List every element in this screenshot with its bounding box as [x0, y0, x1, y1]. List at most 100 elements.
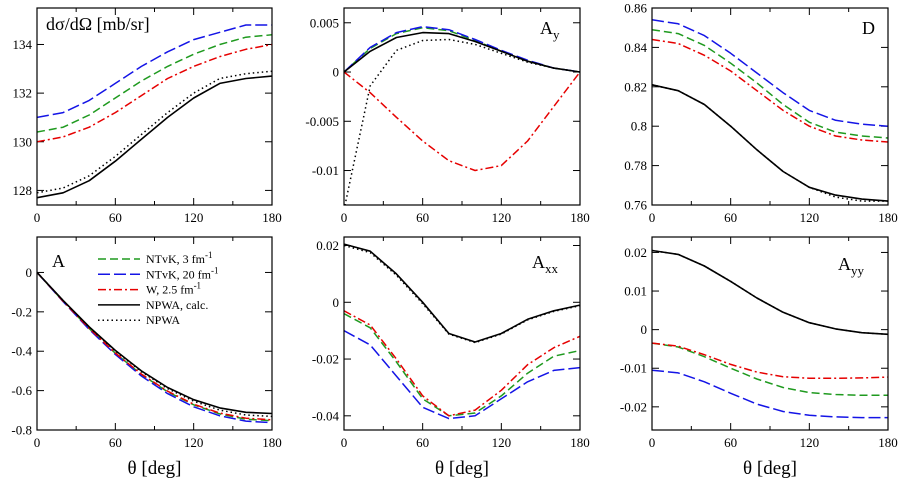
- panel-3: 0 60 120 180 0.76 0.78 0.8 0.82 0.84 0.86 D: [624, 1, 898, 226]
- series-line-NTvK20: [344, 330, 580, 420]
- x-tick-label: 0: [341, 435, 348, 450]
- series-line-W: [37, 43, 272, 143]
- panel-4: 0 60 120 180 -0.8 -0.6 -0.4 -0.2 0 Aθ [deg]: [11, 236, 282, 479]
- y-tick-label: 0: [333, 295, 340, 310]
- x-tick-label: 120: [800, 210, 820, 225]
- series-line-NTvK20: [652, 369, 888, 419]
- series-group: [344, 25, 580, 205]
- series-group: [652, 19, 888, 202]
- x-tick-label: 120: [492, 435, 512, 450]
- panel-title-main: dσ/dΩ [mb/sr]: [46, 14, 150, 34]
- series-line-W: [344, 310, 580, 417]
- series-line-calc: [37, 75, 272, 199]
- series-line-NTvK3: [37, 34, 272, 133]
- series-line-calc: [652, 84, 888, 202]
- x-axis-label: θ [deg]: [743, 458, 797, 479]
- series-line-W: [652, 342, 888, 380]
- y-tick-label: 134: [13, 37, 33, 52]
- x-axis-label: θ [deg]: [128, 458, 182, 479]
- x-tick-label: 60: [724, 210, 737, 225]
- x-tick-label: 60: [416, 210, 429, 225]
- x-tick-label: 120: [800, 435, 820, 450]
- panel-title-subscript: yy: [851, 263, 865, 278]
- y-tick-label: -0.4: [11, 344, 32, 359]
- series-line-NTvK3: [652, 342, 888, 397]
- legend-label: NTvK, 20 fm-1: [146, 265, 219, 281]
- y-tick-label: 0.82: [624, 79, 647, 94]
- y-tick-label: -0.02: [312, 352, 339, 367]
- x-tick-label: 180: [878, 435, 898, 450]
- series-line-W: [652, 38, 888, 143]
- y-tick-label: -0.01: [312, 163, 339, 178]
- panel-5: 0 60 120 180 -0.04 -0.02 0 0.02 Axx θ [deg]: [312, 236, 590, 479]
- series-group: [37, 271, 272, 424]
- plot-frame: [651, 236, 889, 431]
- panel-title-subscript: y: [553, 27, 560, 42]
- panel-title-main: A: [838, 254, 851, 274]
- legend-label-text: NPWA, calc.: [146, 298, 208, 312]
- y-tick-label: -0.2: [11, 304, 32, 319]
- x-tick-label: 120: [184, 210, 204, 225]
- panel-title: Axx: [532, 252, 559, 276]
- panel-title-subscript: xx: [545, 261, 559, 276]
- series-line-NTvK3: [652, 28, 888, 139]
- y-tick-label: 132: [13, 86, 33, 101]
- legend-label: W, 2.5 fm-1: [146, 281, 201, 297]
- x-tick-label: 0: [649, 435, 656, 450]
- panel-title: Ay: [540, 18, 560, 42]
- series-line-NPWA: [652, 84, 888, 202]
- legend-label-text: NTvK, 20 fm: [146, 267, 212, 281]
- y-tick-label: 0: [641, 322, 648, 337]
- y-tick-label: 0.02: [624, 245, 647, 260]
- y-tick-label: -0.6: [11, 383, 32, 398]
- series-line-NPWA: [344, 244, 580, 344]
- y-tick-label: 128: [13, 183, 33, 198]
- panel-title-main: A: [532, 252, 545, 272]
- y-tick-label: 0.84: [624, 40, 647, 55]
- series-line-NTvK20: [652, 19, 888, 127]
- y-tick-label: 0: [26, 265, 33, 280]
- y-tick-label: -0.01: [620, 361, 647, 376]
- y-tick-label: 0.78: [624, 158, 647, 173]
- series-group: [652, 249, 888, 419]
- legend-label: NPWA: [146, 313, 180, 327]
- legend-label-text: NTvK, 3 fm: [146, 252, 206, 266]
- x-tick-label: 0: [34, 210, 41, 225]
- x-tick-label: 180: [570, 210, 590, 225]
- x-tick-label: 180: [570, 435, 590, 450]
- plot-frame: [343, 7, 581, 206]
- x-tick-label: 60: [109, 210, 122, 225]
- panel-title: Ayy: [838, 254, 865, 278]
- x-tick-label: 120: [184, 435, 204, 450]
- x-axis-label: θ [deg]: [435, 458, 489, 479]
- y-tick-label: 0: [333, 65, 340, 80]
- x-tick-label: 180: [262, 210, 282, 225]
- panel-title: D: [862, 18, 875, 38]
- series-line-NTvK20: [37, 24, 272, 119]
- y-tick-label: 0.005: [310, 15, 339, 30]
- series-line-W: [344, 71, 580, 172]
- panel-1: 0 60 120 180 128 130 132 134 dσ/dΩ [mb/sr]: [13, 7, 282, 225]
- series-group: [344, 243, 580, 420]
- legend-label-superscript: -1: [211, 265, 219, 275]
- plot-frame: [343, 236, 581, 431]
- x-tick-label: 60: [724, 435, 737, 450]
- series-line-NPWA: [344, 38, 580, 205]
- x-tick-label: 60: [109, 435, 122, 450]
- panel-title-main: A: [52, 251, 65, 271]
- y-tick-label: 0.01: [624, 284, 647, 299]
- x-tick-label: 120: [492, 210, 512, 225]
- legend-label-text: W, 2.5 fm: [146, 283, 194, 297]
- y-tick-label: -0.8: [11, 423, 32, 438]
- y-tick-label: -0.04: [312, 408, 340, 423]
- series-line-NTvK20: [37, 271, 272, 424]
- legend-label: NPWA, calc.: [146, 298, 208, 312]
- x-tick-label: 180: [878, 210, 898, 225]
- legend-label-superscript: -1: [205, 250, 213, 260]
- legend-label: NTvK, 3 fm-1: [146, 250, 213, 266]
- series-line-calc: [37, 271, 272, 415]
- panel-title: A: [52, 251, 65, 271]
- panel-title-main: D: [862, 18, 875, 38]
